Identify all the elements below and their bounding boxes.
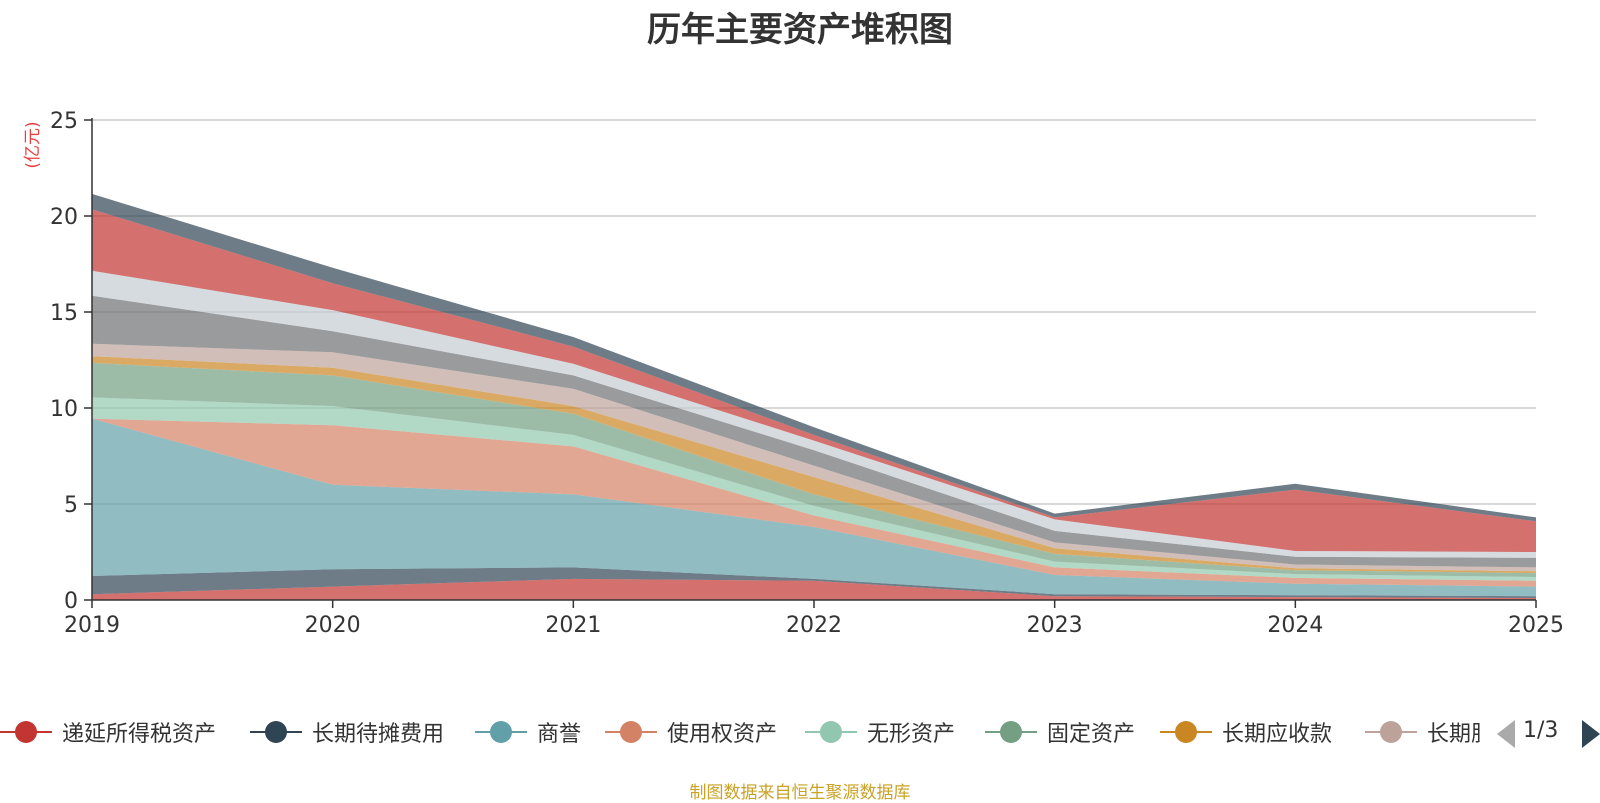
y-axis-label: (亿元) xyxy=(23,121,43,168)
area-5 xyxy=(92,362,1536,577)
legend-prev-icon[interactable] xyxy=(1497,720,1515,748)
x-tick-label: 2020 xyxy=(305,613,361,638)
area-8 xyxy=(92,295,1536,568)
legend-item[interactable]: 长期应收款 xyxy=(1160,712,1332,752)
area-1 xyxy=(92,567,1536,599)
legend-marker-icon xyxy=(1365,720,1417,744)
legend-label: 使用权资产 xyxy=(667,722,778,747)
area-0 xyxy=(92,578,1536,600)
legend-marker-icon xyxy=(985,720,1037,744)
legend-pager: 1/3 xyxy=(1497,712,1600,752)
legend-marker-icon xyxy=(475,720,527,744)
legend-item[interactable]: 商誉 xyxy=(475,712,581,752)
y-tick-label: 10 xyxy=(50,397,78,422)
legend-marker-icon xyxy=(250,720,302,744)
area-2 xyxy=(92,418,1536,597)
legend-item[interactable]: 长期股权投资 xyxy=(1365,712,1480,752)
area-3 xyxy=(92,418,1536,587)
chart-title: 历年主要资产堆积图 xyxy=(647,10,953,50)
y-tick-label: 5 xyxy=(64,493,78,518)
legend-label: 长期待摊费用 xyxy=(312,722,445,747)
y-tick-label: 20 xyxy=(50,205,78,230)
legend-item[interactable]: 长期待摊费用 xyxy=(250,712,444,752)
legend-marker-icon xyxy=(0,720,52,744)
legend-page-indicator: 1/3 xyxy=(1523,718,1559,743)
area-9 xyxy=(92,270,1536,558)
legend-marker-icon xyxy=(605,720,657,744)
legend-label: 固定资产 xyxy=(1047,722,1136,747)
legend-marker-icon xyxy=(805,720,857,744)
legend-item[interactable]: 使用权资产 xyxy=(605,712,777,752)
x-tick-label: 2025 xyxy=(1508,613,1564,638)
area-4 xyxy=(92,397,1536,581)
x-tick-label: 2019 xyxy=(64,613,120,638)
legend-next-icon[interactable] xyxy=(1582,720,1600,748)
legend-label: 无形资产 xyxy=(867,722,956,747)
area-10 xyxy=(92,209,1536,553)
x-tick-label: 2021 xyxy=(545,613,601,638)
legend-label: 长期应收款 xyxy=(1222,722,1333,747)
x-tick-label: 2024 xyxy=(1267,613,1323,638)
legend-label: 递延所得税资产 xyxy=(62,722,217,747)
x-tick-label: 2023 xyxy=(1027,613,1083,638)
legend-label: 长期股权投资 xyxy=(1427,722,1480,747)
x-tick-label: 2022 xyxy=(786,613,842,638)
legend-item[interactable]: 递延所得税资产 xyxy=(0,712,216,752)
y-tick-label: 25 xyxy=(50,109,78,134)
y-tick-label: 15 xyxy=(50,301,78,326)
legend-item[interactable]: 无形资产 xyxy=(805,712,955,752)
y-tick-label: 0 xyxy=(64,589,78,614)
legend-marker-icon xyxy=(1160,720,1212,744)
source-note: 制图数据来自恒生聚源数据库 xyxy=(689,783,911,803)
legend-item[interactable]: 固定资产 xyxy=(985,712,1135,752)
legend-label: 商誉 xyxy=(537,722,582,747)
area-series xyxy=(92,193,1536,600)
legend: 递延所得税资产 长期待摊费用 商誉 使用权资产 无形资产 固定资产 长期应收款 长期股权投资 xyxy=(0,712,1480,752)
